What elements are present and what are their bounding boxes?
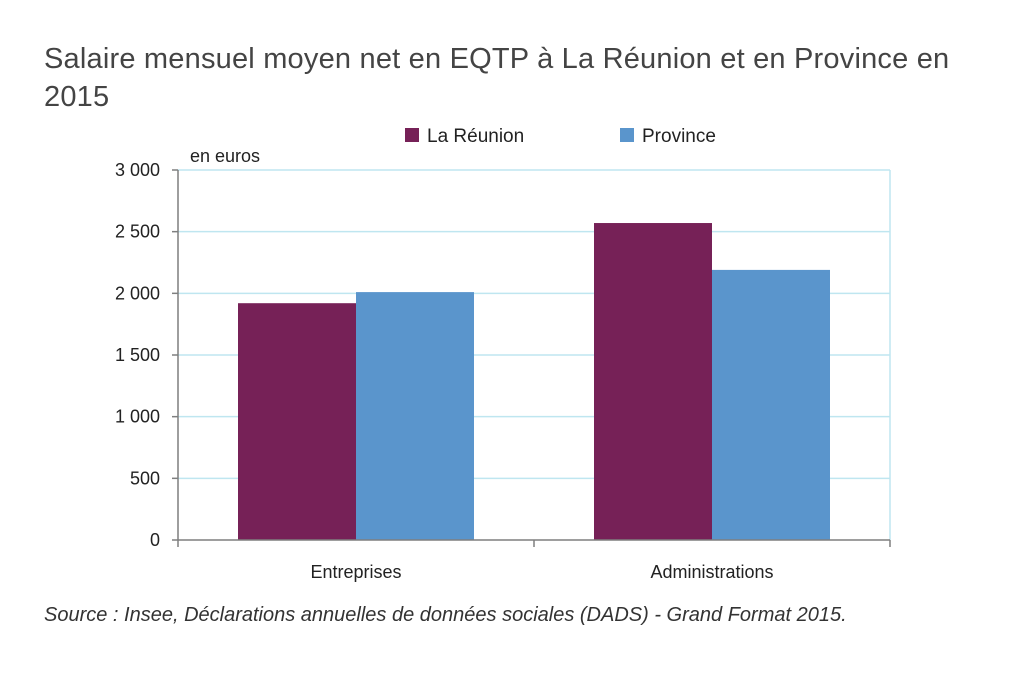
y-axis-unit-label: en euros: [190, 146, 260, 166]
source-note: Source : Insee, Déclarations annuelles d…: [44, 604, 847, 626]
legend: La Réunion Province: [405, 126, 716, 147]
legend-label-province: Province: [642, 126, 716, 147]
y-tick-label: 0: [150, 530, 160, 550]
y-tick-label: 3 000: [115, 160, 160, 180]
bar-la-reunion-administrations: [594, 223, 712, 541]
bar-province-entreprises: [356, 292, 474, 540]
legend-swatch-province: [620, 128, 634, 142]
legend-swatch-la-reunion: [405, 128, 419, 142]
x-tick-label: Administrations: [650, 562, 773, 582]
y-tick-label: 1 000: [115, 407, 160, 427]
legend-label-la-reunion: La Réunion: [427, 126, 524, 147]
y-tick-label: 500: [130, 468, 160, 488]
bars: [238, 223, 830, 541]
bar-la-reunion-entreprises: [238, 303, 356, 540]
chart-title: Salaire mensuel moyen net en EQTP à La R…: [44, 43, 950, 113]
bar-province-administrations: [712, 269, 830, 540]
axes: Entreprises Administrations 0 500 1 000 1 500…: [115, 160, 891, 582]
x-tick-label: Entreprises: [310, 562, 401, 582]
y-tick-label: 2 500: [115, 222, 160, 242]
y-tick-label: 1 500: [115, 345, 160, 365]
y-tick-label: 2 000: [115, 283, 160, 303]
